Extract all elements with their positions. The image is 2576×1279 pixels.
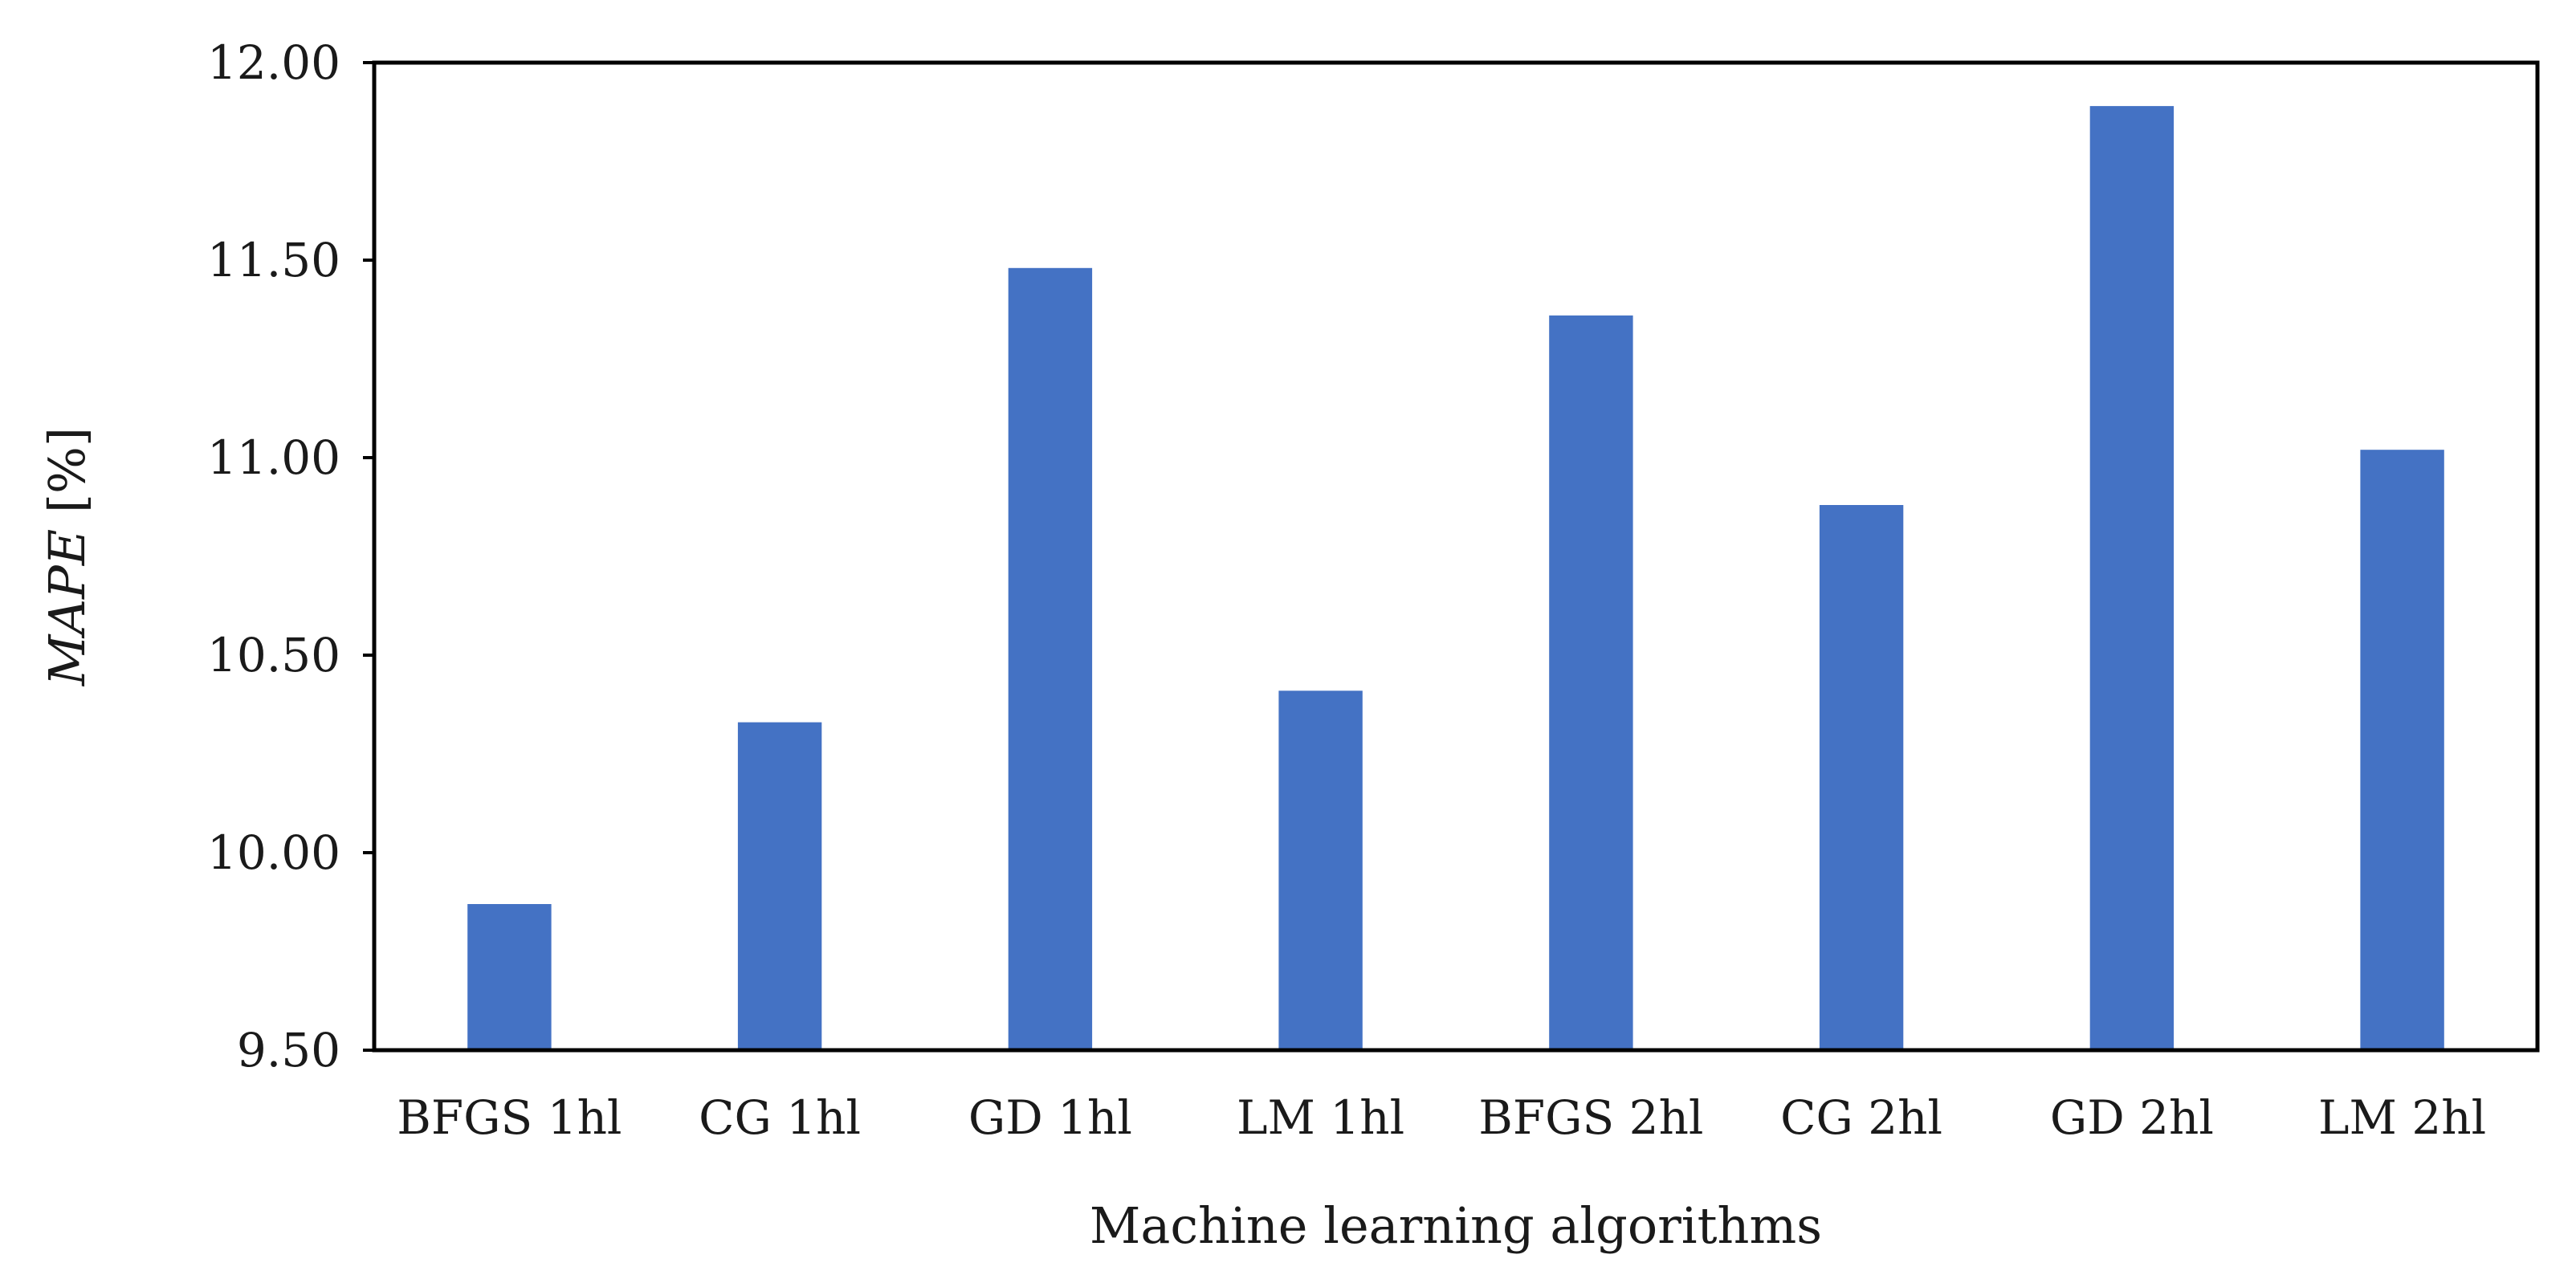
bar-lm-1hl bbox=[1278, 690, 1363, 1050]
y-tick-label: 11.50 bbox=[207, 233, 340, 287]
y-tick-label: 9.50 bbox=[237, 1023, 340, 1077]
x-axis-tick-labels: BFGS 1hl CG 1hl GD 1hl LM 1hl BFGS 2hl CG 2hl… bbox=[397, 1090, 2486, 1145]
x-tick-label: GD 1hl bbox=[968, 1090, 1132, 1145]
bar-bfgs-2hl bbox=[1549, 315, 1633, 1050]
y-tick-label: 11.00 bbox=[207, 430, 340, 485]
x-tick-label: BFGS 2hl bbox=[1478, 1090, 1703, 1145]
y-axis-title-unit: [%] bbox=[38, 427, 96, 529]
bar-cg-1hl bbox=[737, 722, 822, 1050]
y-axis-title-variable: MAPE bbox=[38, 529, 96, 686]
x-tick-label: LM 2hl bbox=[2318, 1090, 2486, 1145]
plot-area-frame bbox=[372, 60, 2540, 1053]
x-tick-label: LM 1hl bbox=[1237, 1090, 1404, 1145]
x-tick-label: CG 1hl bbox=[699, 1090, 861, 1145]
x-tick-label: GD 2hl bbox=[2050, 1090, 2214, 1145]
bar-bfgs-1hl bbox=[467, 904, 552, 1050]
y-tick-label: 10.00 bbox=[207, 825, 340, 880]
x-tick-label: BFGS 1hl bbox=[397, 1090, 622, 1145]
y-tick-label: 12.00 bbox=[207, 35, 340, 90]
x-axis-title: Machine learning algorithms bbox=[1090, 1196, 1822, 1255]
y-axis-title: MAPE [%] bbox=[38, 427, 96, 686]
bar-gd-2hl bbox=[2089, 106, 2175, 1051]
bar-lm-2hl bbox=[2360, 450, 2444, 1050]
y-axis-ticks: 9.50 10.00 10.50 11.00 11.50 12.00 bbox=[207, 35, 374, 1077]
bar-gd-1hl bbox=[1008, 267, 1093, 1050]
bars-group bbox=[467, 106, 2444, 1051]
x-tick-label: CG 2hl bbox=[1780, 1090, 1942, 1145]
y-tick-label: 10.50 bbox=[207, 628, 340, 682]
bar-cg-2hl bbox=[1819, 505, 1904, 1050]
